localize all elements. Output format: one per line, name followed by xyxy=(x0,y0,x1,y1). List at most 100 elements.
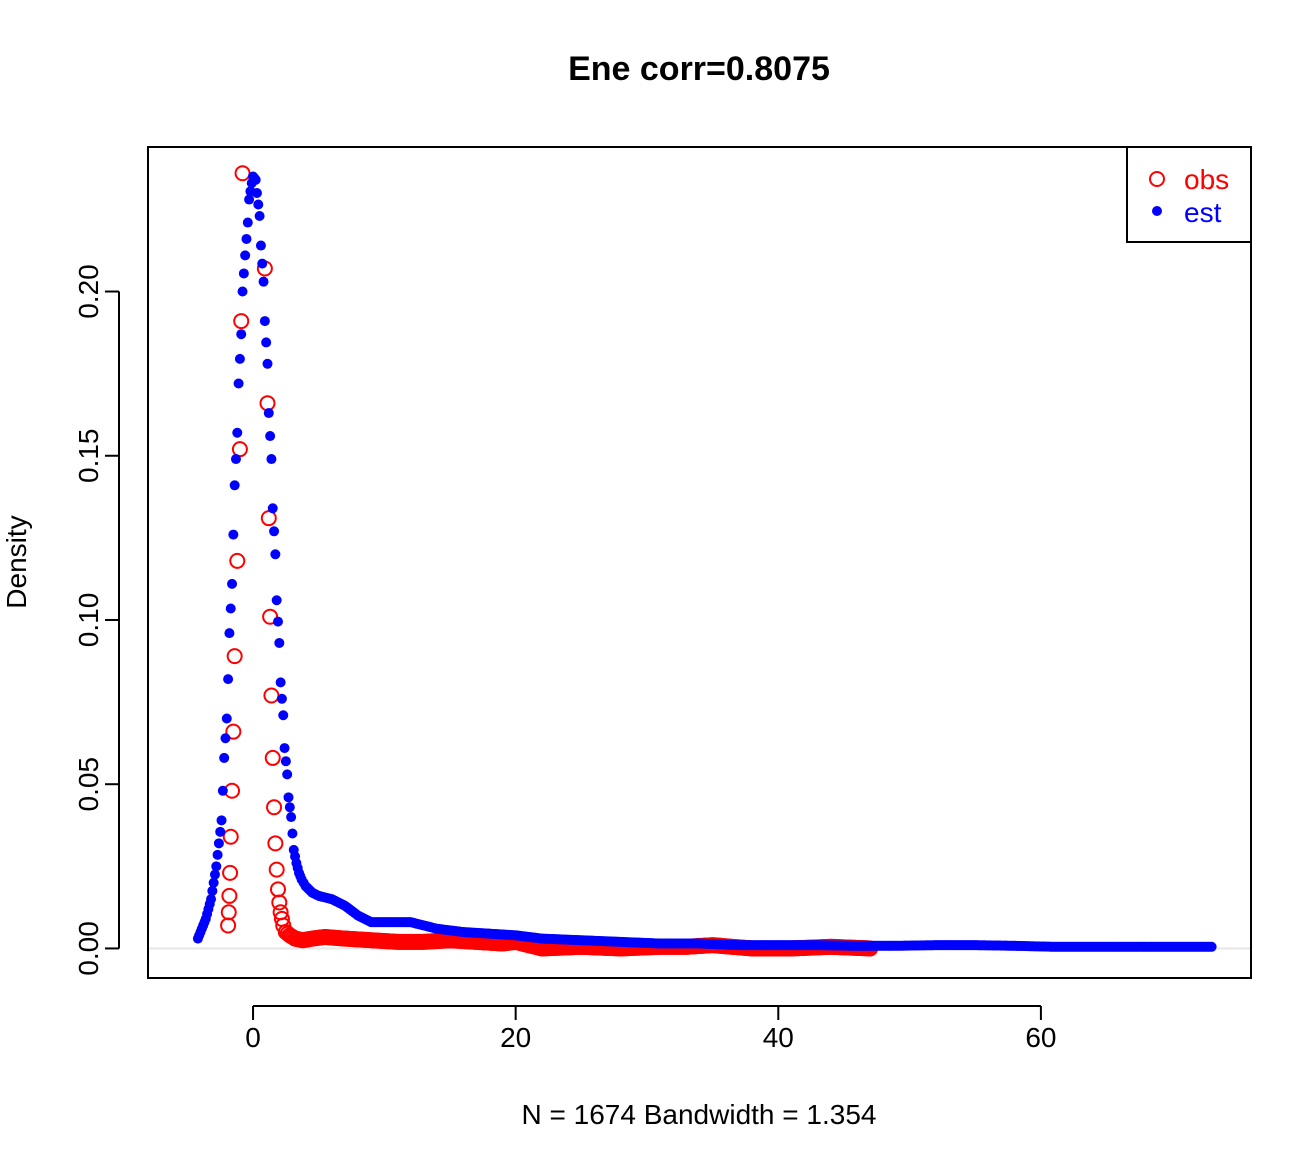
est-point xyxy=(275,677,286,688)
est-point xyxy=(228,529,239,540)
est-point xyxy=(1206,941,1217,952)
est-point xyxy=(212,849,223,860)
y-axis: 0.00 0.05 0.10 0.15 0.20 xyxy=(73,264,120,976)
est-point xyxy=(209,869,220,880)
est-point xyxy=(263,408,274,419)
legend-box xyxy=(1126,146,1252,243)
est-point xyxy=(265,431,276,442)
obs-point xyxy=(220,917,237,934)
est-point xyxy=(241,233,252,244)
obs-point xyxy=(231,441,248,458)
obs-point xyxy=(222,864,239,881)
obs-point xyxy=(233,313,250,330)
est-point xyxy=(211,861,222,872)
y-tick-label: 0.15 xyxy=(73,429,104,484)
est-point xyxy=(258,276,269,287)
obs-point xyxy=(260,510,277,527)
est-point xyxy=(215,826,226,837)
est-point xyxy=(219,752,230,763)
est-point xyxy=(240,250,251,261)
est-point xyxy=(237,286,248,297)
obs-point xyxy=(267,835,284,852)
est-point xyxy=(286,812,297,823)
est-point xyxy=(221,713,232,724)
est-point xyxy=(274,637,285,648)
est-point xyxy=(236,329,247,340)
obs-point xyxy=(229,552,246,569)
est-point xyxy=(278,710,289,721)
est-point xyxy=(269,526,280,537)
est-point xyxy=(224,628,235,639)
obs-point xyxy=(262,608,279,625)
x-tick-label: 40 xyxy=(763,1022,794,1053)
est-point xyxy=(280,756,291,767)
x-tick-label: 60 xyxy=(1025,1022,1056,1053)
est-point xyxy=(229,480,240,491)
est-point xyxy=(255,240,266,251)
est-point xyxy=(257,258,268,269)
est-point xyxy=(251,187,262,198)
est-point xyxy=(207,885,218,896)
x-axis: 0 20 40 60 xyxy=(245,1005,1056,1053)
obs-point xyxy=(221,887,238,904)
legend-obs-label: obs xyxy=(1184,164,1229,195)
obs-point xyxy=(222,828,239,845)
obs-point xyxy=(269,881,286,898)
est-point xyxy=(284,802,295,813)
est-point xyxy=(254,210,265,221)
est-point xyxy=(253,199,264,210)
chart-title: Ene corr=0.8075 xyxy=(568,50,830,88)
legend: obs est xyxy=(1126,146,1252,243)
est-point xyxy=(250,174,261,185)
est-point xyxy=(270,549,281,560)
est-point xyxy=(271,595,282,606)
est-point xyxy=(223,674,234,685)
y-axis-label: Density xyxy=(1,515,32,608)
est-point xyxy=(230,454,241,465)
est-point xyxy=(206,894,217,905)
plot-frame xyxy=(147,146,1252,979)
est-point xyxy=(282,769,293,780)
obs-point xyxy=(263,687,280,704)
legend-obs-marker xyxy=(1149,171,1165,187)
obs-point xyxy=(225,723,242,740)
est-point xyxy=(242,217,253,228)
x-tick-label: 20 xyxy=(500,1022,531,1053)
obs-point xyxy=(226,648,243,665)
obs-point xyxy=(266,799,283,816)
legend-est-marker xyxy=(1152,206,1162,216)
est-point xyxy=(276,693,287,704)
obs-point xyxy=(271,894,288,911)
est-point xyxy=(259,316,270,327)
y-tick-label: 0.10 xyxy=(73,593,104,648)
est-point xyxy=(234,353,245,364)
y-tick-label: 0.00 xyxy=(73,921,104,976)
est-point xyxy=(232,427,243,438)
est-point xyxy=(267,503,278,514)
obs-point xyxy=(220,904,237,921)
est-point xyxy=(287,828,298,839)
y-tick-label: 0.20 xyxy=(73,264,104,319)
obs-point xyxy=(259,395,276,412)
est-point xyxy=(279,743,290,754)
est-point xyxy=(216,815,227,826)
est-point xyxy=(227,578,238,589)
est-point xyxy=(283,792,294,803)
est-point xyxy=(238,268,249,279)
obs-series xyxy=(220,165,879,957)
est-point xyxy=(262,358,273,369)
x-tick-label: 0 xyxy=(245,1022,261,1053)
est-series xyxy=(192,171,1217,952)
est-point xyxy=(233,378,244,389)
est-point xyxy=(266,454,277,465)
est-point xyxy=(217,785,228,796)
y-tick-label: 0.05 xyxy=(73,757,104,812)
obs-point xyxy=(264,749,281,766)
est-point xyxy=(225,603,236,614)
est-point xyxy=(213,838,224,849)
est-point xyxy=(244,194,255,205)
x-axis-label: N = 1674 Bandwidth = 1.354 xyxy=(522,1099,877,1130)
est-point xyxy=(272,616,283,627)
legend-est-label: est xyxy=(1184,197,1222,228)
